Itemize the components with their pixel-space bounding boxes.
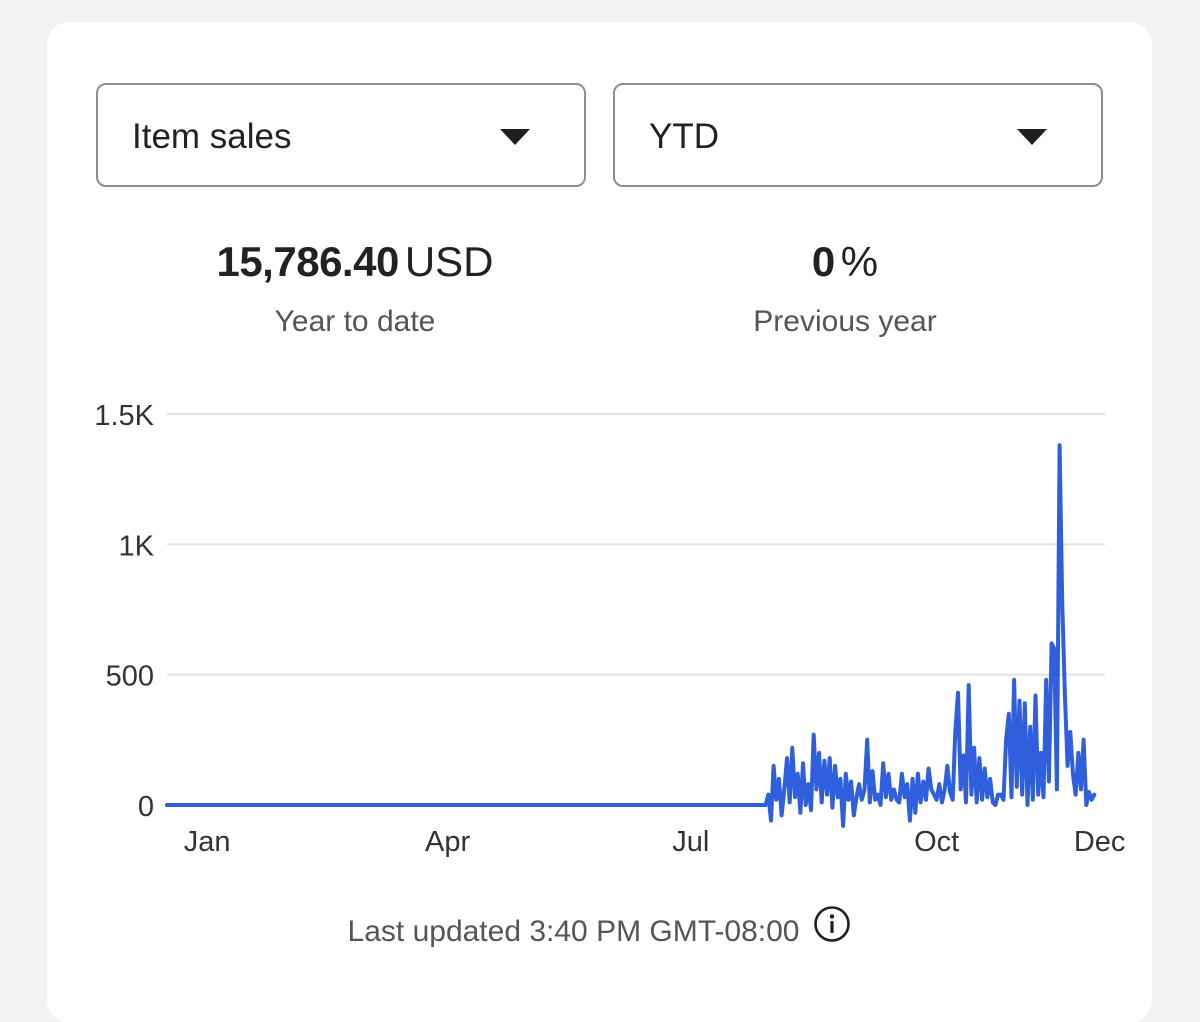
ytd-total-unit: USD (404, 238, 494, 285)
ytd-total-caption: Year to date (274, 305, 436, 338)
y-tick-label: 1K (119, 530, 155, 562)
x-tick-label: Apr (425, 826, 470, 858)
sales-line-chart: 0 500 1K 1.5K Jan Apr Jul Oct Dec (94, 400, 1126, 858)
sales-summary-card: Item sales YTD 15,786.40 USD Year to date… (47, 22, 1152, 1022)
x-tick-label: Jan (184, 826, 231, 858)
last-updated-text: Last updated 3:40 PM GMT-08:00 (347, 915, 800, 948)
previous-year-kpi: 0% Previous year (595, 236, 1095, 340)
footer: Last updated 3:40 PM GMT-08:00 (47, 905, 1152, 956)
y-tick-label: 0 (138, 791, 154, 823)
previous-year-value-line: 0% (595, 236, 1095, 288)
previous-year-unit: % (840, 238, 879, 285)
sales-series-line (165, 443, 1097, 828)
x-tick-label: Dec (1074, 826, 1126, 858)
x-tick-label: Oct (914, 826, 959, 858)
ytd-total-value: 15,786.40 (216, 238, 399, 285)
period-dropdown[interactable]: YTD (613, 83, 1103, 187)
metric-dropdown-label: Item sales (132, 117, 292, 156)
ytd-total-kpi: 15,786.40 USD Year to date (105, 236, 605, 340)
period-dropdown-label: YTD (649, 117, 719, 156)
metric-dropdown[interactable]: Item sales (96, 83, 586, 187)
info-icon[interactable] (813, 905, 851, 956)
ytd-total-value-line: 15,786.40 USD (105, 236, 605, 288)
caret-down-icon (1017, 129, 1047, 145)
caret-down-icon (500, 129, 530, 145)
y-tick-label: 1.5K (94, 400, 154, 432)
x-tick-label: Jul (672, 826, 709, 858)
y-tick-label: 500 (106, 661, 154, 693)
previous-year-value: 0 (811, 238, 835, 285)
previous-year-caption: Previous year (753, 305, 937, 338)
